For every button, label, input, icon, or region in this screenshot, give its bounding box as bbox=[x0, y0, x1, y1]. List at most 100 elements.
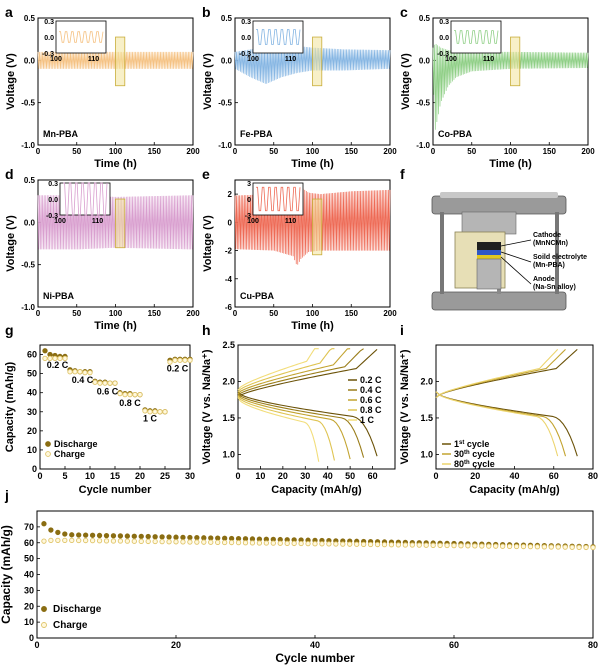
point-j-1-24 bbox=[201, 539, 207, 545]
point-j-1-5 bbox=[69, 537, 75, 544]
x-tick-label-i-0: 0 bbox=[433, 471, 438, 481]
point-j-0-2 bbox=[48, 527, 54, 533]
legend-marker-j-1 bbox=[41, 622, 47, 628]
point-j-0-16 bbox=[145, 533, 151, 540]
point-j-1-44 bbox=[340, 541, 346, 547]
point-j-1-40 bbox=[312, 541, 318, 547]
legend-label-g-1: Charge bbox=[54, 449, 85, 459]
inset-y-label-a-1: 0.0 bbox=[44, 35, 54, 42]
point-g-1-1 bbox=[47, 355, 53, 362]
panel-letter-a: a bbox=[5, 4, 13, 20]
point-j-0-15 bbox=[138, 533, 144, 540]
y-tick-label-g-5: 50 bbox=[27, 369, 37, 379]
point-j-1-63 bbox=[472, 543, 478, 549]
inset-frame-b bbox=[252, 20, 304, 54]
label-electrolyte-material: (Mn-PBA) bbox=[533, 262, 565, 269]
discharge-curve-i-2 bbox=[435, 391, 559, 457]
layer-anode bbox=[477, 255, 501, 259]
legend-label-h-3: 0.8 C bbox=[360, 405, 382, 415]
sample-label-d: Ni-PBA bbox=[43, 291, 74, 301]
point-g-1-21 bbox=[147, 409, 153, 415]
x-tick-label-h-1: 10 bbox=[255, 471, 265, 481]
legend-cycle-sup-1: th bbox=[464, 450, 470, 456]
x-tick-label-i-3: 60 bbox=[549, 471, 559, 481]
y-tick-label-d-0: -1.0 bbox=[21, 303, 35, 312]
bolt-left bbox=[440, 212, 444, 294]
legend-label-i-1: 30th cycle bbox=[454, 449, 495, 459]
plunger-bottom bbox=[476, 258, 502, 290]
inset-trace-e bbox=[256, 186, 301, 212]
discharge-curve-h-4 bbox=[237, 397, 320, 462]
point-j-1-67 bbox=[499, 543, 506, 549]
point-g-1-23 bbox=[157, 409, 163, 415]
x-tick-label-b-0: 0 bbox=[233, 147, 238, 156]
x-tick-label-b-1: 50 bbox=[269, 147, 278, 156]
x-axis-label-e: Time (h) bbox=[291, 320, 334, 332]
zoom-window-c bbox=[510, 36, 521, 87]
x-tick-label-b-3: 150 bbox=[345, 147, 359, 156]
x-tick-label-a-2: 100 bbox=[109, 147, 123, 156]
bottom-plate bbox=[431, 291, 567, 311]
y-tick-label-e-0: -6 bbox=[225, 303, 233, 312]
point-j-0-9 bbox=[96, 532, 103, 539]
point-j-0-11 bbox=[110, 533, 117, 539]
top-plate bbox=[431, 195, 567, 215]
inset-y-label-a-0: 0.3 bbox=[44, 19, 54, 26]
legend-label-i-2: 80th cycle bbox=[454, 459, 495, 469]
point-j-0-8 bbox=[89, 532, 96, 538]
point-g-1-10 bbox=[92, 379, 98, 385]
x-tick-label-d-3: 150 bbox=[148, 309, 162, 318]
x-tick-label-a-1: 50 bbox=[72, 147, 81, 156]
legend-label-j-0: Discharge bbox=[53, 604, 102, 615]
charge-curve-i-0 bbox=[435, 348, 578, 398]
point-g-1-11 bbox=[97, 380, 103, 386]
x-axis-label-c: Time (h) bbox=[489, 158, 532, 170]
point-j-1-78 bbox=[576, 544, 582, 550]
inset-frame-c bbox=[450, 20, 502, 54]
inset-trace-a bbox=[59, 31, 104, 43]
y-tick-label-i-2: 2.0 bbox=[420, 376, 433, 386]
inset-trace-c bbox=[454, 30, 499, 44]
y-tick-label-h-0: 1.0 bbox=[222, 449, 235, 459]
legend-marker-g-0 bbox=[45, 441, 51, 447]
point-j-1-34 bbox=[270, 540, 276, 546]
x-tick-label-c-1: 50 bbox=[467, 147, 476, 156]
point-j-0-18 bbox=[159, 534, 165, 540]
y-tick-label-b-1: -0.5 bbox=[218, 99, 232, 108]
callout-anode bbox=[500, 256, 532, 285]
y-axis-label-g: Capacity (mAh/g) bbox=[4, 361, 16, 452]
label-cathode: Cathode bbox=[533, 232, 561, 239]
point-j-1-9 bbox=[96, 538, 103, 544]
point-j-1-77 bbox=[569, 544, 575, 550]
point-j-0-7 bbox=[83, 532, 89, 538]
y-tick-label-g-1: 10 bbox=[27, 445, 37, 455]
y-tick-label-g-6: 60 bbox=[27, 350, 37, 360]
x-tick-label-e-1: 50 bbox=[269, 309, 278, 318]
y-tick-label-d-2: 0.0 bbox=[24, 218, 36, 227]
panel-letter-j: j bbox=[4, 487, 9, 503]
point-g-1-25 bbox=[167, 359, 173, 365]
point-j-0-21 bbox=[180, 534, 186, 541]
inset-y-label-c-0: 0.3 bbox=[439, 19, 449, 26]
x-tick-label-h-0: 0 bbox=[235, 471, 240, 481]
point-j-1-11 bbox=[110, 538, 117, 544]
point-j-1-65 bbox=[486, 543, 492, 549]
plunger-top bbox=[461, 211, 517, 235]
x-tick-label-i-1: 20 bbox=[470, 471, 480, 481]
point-j-1-15 bbox=[138, 538, 144, 544]
top-plate-face bbox=[440, 192, 558, 198]
point-j-0-10 bbox=[103, 532, 110, 539]
inset-trace-b bbox=[256, 29, 301, 45]
y-axis-label-j: Capacity (mAh/g) bbox=[0, 525, 13, 624]
discharge-curve-h-3 bbox=[237, 395, 335, 461]
legend-cycle-suffix-1: cycle bbox=[470, 449, 495, 459]
x-tick-label-a-4: 200 bbox=[186, 147, 200, 156]
zoom-window-a bbox=[115, 36, 126, 87]
point-j-1-52 bbox=[395, 542, 402, 548]
point-j-1-22 bbox=[187, 539, 193, 545]
x-tick-label-c-2: 100 bbox=[504, 147, 518, 156]
point-g-1-5 bbox=[67, 369, 73, 375]
point-g-1-12 bbox=[102, 380, 108, 386]
inset-y-label-c-1: 0.0 bbox=[439, 35, 449, 42]
